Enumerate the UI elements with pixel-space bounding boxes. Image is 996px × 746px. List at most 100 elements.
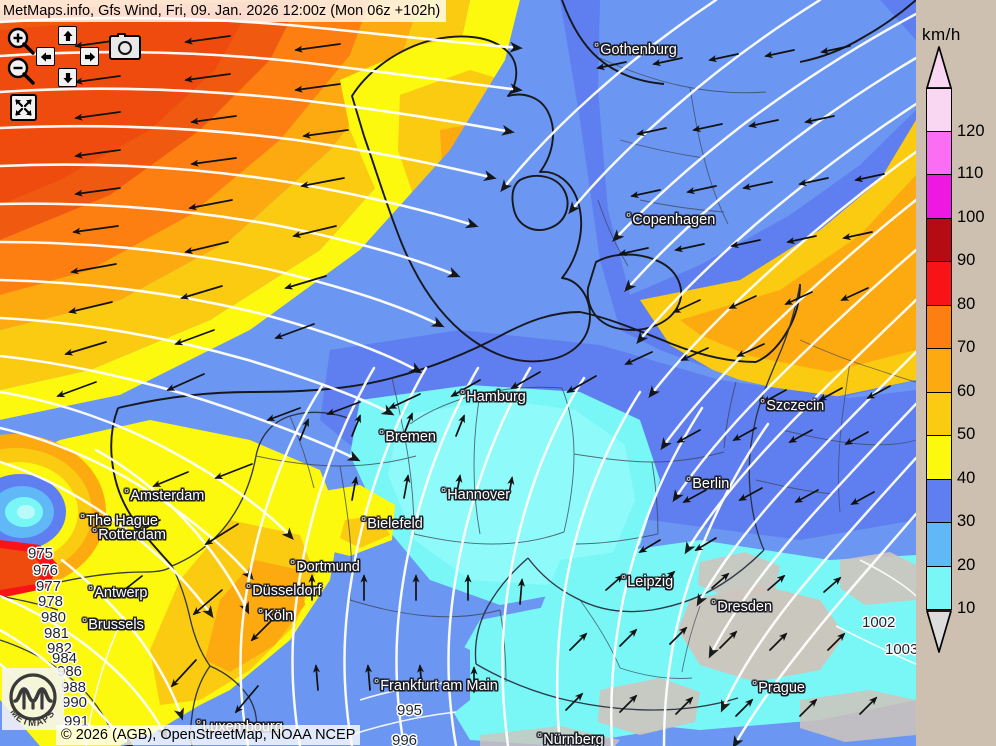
city-name: Dresden bbox=[717, 599, 773, 615]
city-label: °Prague bbox=[752, 678, 805, 696]
legend-band-100: 100 bbox=[926, 175, 985, 226]
city-label: °Dortmund bbox=[290, 557, 360, 575]
pan-up-button[interactable] bbox=[58, 26, 77, 45]
legend-band-10: 10 bbox=[926, 566, 975, 617]
city-name: Frankfurt am Main bbox=[380, 678, 498, 694]
isobar-label: 980 bbox=[41, 609, 67, 626]
isobar-label: 978 bbox=[38, 593, 64, 610]
wind-field-svg bbox=[0, 0, 916, 746]
legend-band-20: 20 bbox=[926, 523, 975, 574]
isobar-label: 995 bbox=[397, 702, 423, 719]
isobar-label: 981 bbox=[44, 625, 70, 642]
city-name: The Hague bbox=[86, 513, 158, 529]
city-marker-icon: ° bbox=[621, 572, 627, 587]
city-marker-icon: ° bbox=[80, 511, 86, 526]
legend-tick-110: 110 bbox=[957, 164, 984, 182]
arrow-left-icon bbox=[40, 51, 51, 62]
city-name: Hamburg bbox=[466, 389, 526, 405]
legend-band-30: 30 bbox=[926, 479, 975, 530]
legend-tick-120: 120 bbox=[957, 121, 985, 140]
city-label: °Bremen bbox=[379, 427, 436, 445]
pan-left-button[interactable] bbox=[36, 47, 55, 66]
legend-tick-10: 10 bbox=[957, 599, 976, 617]
legend-band-80: 80 bbox=[926, 262, 975, 313]
legend-tick-90: 90 bbox=[957, 251, 976, 269]
attribution-text: © 2026 (AGB), OpenStreetMap, NOAA NCEP bbox=[56, 725, 361, 745]
city-label: °Nürnberg bbox=[537, 730, 604, 746]
city-name: Rotterdam bbox=[98, 527, 166, 543]
map-title: MetMaps.info, Gfs Wind, Fri, 09. Jan. 20… bbox=[0, 0, 447, 22]
city-label: °Szczecin bbox=[760, 396, 824, 414]
map-canvas[interactable]: °Gothenburg °Copenhagen °Szczecin °Hamburg °… bbox=[0, 0, 916, 746]
fullscreen-button[interactable] bbox=[10, 94, 37, 121]
legend-band-60: 60 bbox=[926, 349, 975, 400]
legend-color-bar: 120 110 100 90 80 70 60 50 40 30 20 10 bbox=[926, 88, 985, 617]
city-label: °Copenhagen bbox=[626, 210, 715, 228]
legend-tick-20: 20 bbox=[957, 555, 976, 574]
city-label: °Brussels bbox=[82, 615, 144, 633]
city-marker-icon: ° bbox=[752, 678, 758, 693]
zoom-in-button[interactable] bbox=[6, 26, 36, 56]
arrow-down-icon bbox=[62, 72, 73, 83]
legend-bottom-arrow bbox=[926, 610, 952, 653]
city-name: Amsterdam bbox=[130, 488, 205, 504]
city-marker-icon: ° bbox=[760, 396, 766, 411]
city-marker-icon: ° bbox=[686, 474, 692, 489]
pan-down-button[interactable] bbox=[58, 68, 77, 87]
city-marker-icon: ° bbox=[626, 210, 632, 225]
city-name: Gothenburg bbox=[600, 42, 677, 58]
camera-viewfinder bbox=[117, 33, 126, 37]
isobar-label: 984 bbox=[52, 650, 78, 667]
legend-band-50: 50 bbox=[926, 392, 975, 443]
pan-right-button[interactable] bbox=[80, 47, 99, 66]
legend-band-110: 110 bbox=[926, 131, 983, 182]
isobar-label: 975 bbox=[28, 545, 54, 562]
city-label: °Bielefeld bbox=[361, 514, 423, 532]
arrow-right-icon bbox=[84, 51, 95, 62]
legend-tick-40: 40 bbox=[957, 468, 976, 487]
city-marker-icon: ° bbox=[537, 730, 543, 745]
city-label: °Berlin bbox=[686, 474, 729, 492]
isobar-label: 988 bbox=[61, 679, 87, 696]
isobar-label: 1002 bbox=[862, 614, 896, 631]
snapshot-button[interactable] bbox=[109, 33, 141, 60]
city-name: Berlin bbox=[692, 476, 730, 492]
city-name: Bielefeld bbox=[367, 516, 423, 532]
isobar-label: 990 bbox=[62, 694, 88, 711]
city-name: Brussels bbox=[88, 617, 144, 633]
metmaps-logo-icon: METMAPS bbox=[2, 668, 64, 730]
city-name: Prague bbox=[758, 680, 805, 696]
city-name: Dortmund bbox=[296, 559, 360, 575]
city-label: °Gothenburg bbox=[594, 40, 677, 58]
city-marker-icon: ° bbox=[594, 40, 600, 55]
camera-lens-icon bbox=[118, 40, 132, 55]
city-name: Hannover bbox=[447, 487, 511, 503]
legend-tick-30: 30 bbox=[957, 512, 976, 530]
city-marker-icon: ° bbox=[258, 606, 264, 621]
city-label: °Rotterdam bbox=[92, 525, 166, 543]
city-marker-icon: ° bbox=[374, 676, 380, 691]
isobar-label: 1003 bbox=[885, 641, 916, 658]
legend-tick-60: 60 bbox=[957, 381, 976, 400]
city-label: °The Hague bbox=[80, 511, 158, 529]
city-name: Leipzig bbox=[627, 574, 674, 590]
legend-band-70: 70 bbox=[926, 305, 975, 356]
city-name: Nürnberg bbox=[543, 732, 604, 746]
city-label: °Hannover bbox=[441, 485, 510, 503]
city-marker-icon: ° bbox=[379, 427, 385, 442]
city-marker-icon: ° bbox=[92, 525, 98, 540]
legend-band-120: 120 bbox=[926, 88, 985, 140]
city-marker-icon: ° bbox=[82, 615, 88, 630]
zoom-out-button[interactable] bbox=[6, 56, 36, 86]
city-marker-icon: ° bbox=[196, 717, 201, 732]
city-label: °Leipzig bbox=[621, 572, 673, 590]
metmaps-logo[interactable]: METMAPS bbox=[2, 668, 64, 730]
isobar-label: 977 bbox=[36, 578, 62, 595]
isobar-label: 982 bbox=[47, 640, 73, 657]
arrow-up-icon bbox=[62, 30, 73, 41]
city-marker-icon: ° bbox=[711, 597, 717, 612]
city-name: Szczecin bbox=[766, 398, 825, 414]
city-name: Köln bbox=[264, 608, 294, 624]
city-name: Antwerp bbox=[94, 585, 148, 601]
